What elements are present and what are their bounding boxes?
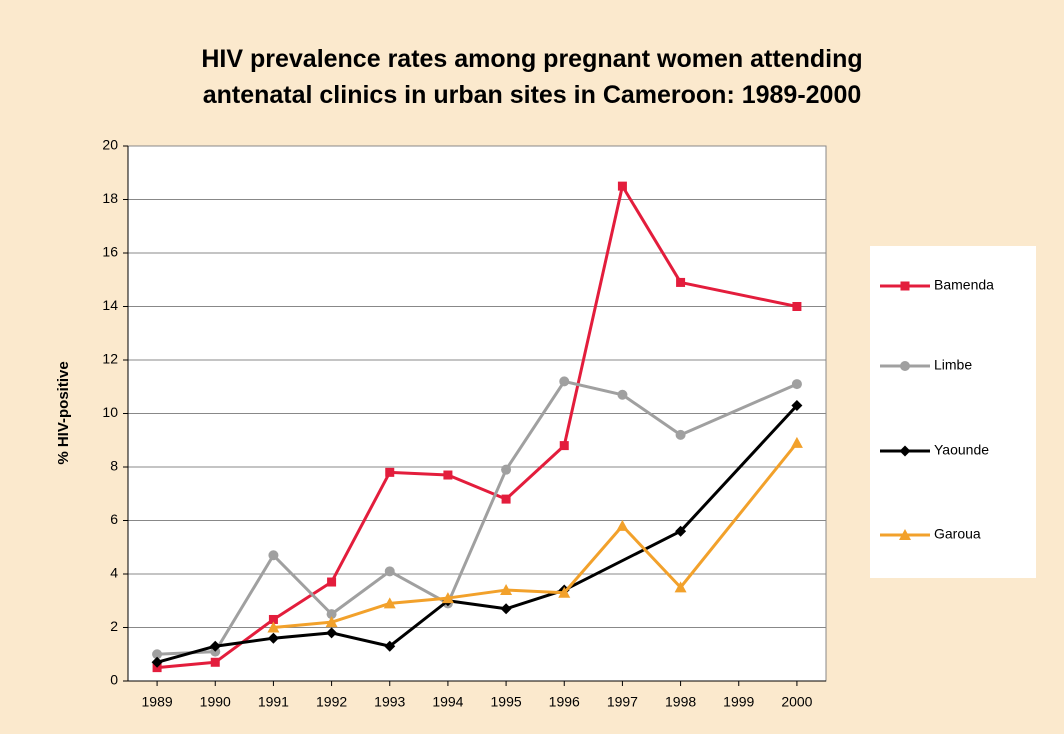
marker — [152, 649, 163, 660]
y-tick-label: 0 — [110, 672, 118, 688]
marker — [441, 592, 454, 604]
marker — [326, 609, 337, 620]
y-tick-label: 4 — [110, 565, 118, 581]
marker — [385, 467, 395, 477]
y-tick-label: 16 — [102, 244, 118, 260]
y-tick-label: 6 — [110, 511, 118, 527]
marker — [267, 632, 279, 644]
marker — [327, 577, 337, 587]
marker — [616, 519, 629, 531]
marker — [325, 616, 338, 628]
x-tick-label: 1997 — [607, 694, 638, 710]
x-tick-label: 1992 — [316, 694, 347, 710]
x-tick-label: 1990 — [200, 694, 231, 710]
series-line — [156, 404, 799, 664]
y-axis-label: % HIV-positive — [55, 361, 72, 464]
legend-marker — [899, 445, 911, 457]
x-tick-label: 1999 — [723, 694, 754, 710]
chart-title: HIV prevalence rates among pregnant wome… — [201, 45, 862, 109]
y-tick-label: 10 — [102, 404, 118, 420]
marker — [384, 640, 396, 652]
x-tick-label: 1989 — [142, 694, 173, 710]
marker — [151, 656, 163, 668]
marker — [383, 597, 396, 609]
y-tick-label: 12 — [102, 351, 118, 367]
legend-label: Garoua — [934, 526, 981, 542]
marker — [268, 614, 278, 624]
marker — [559, 441, 569, 451]
legend-box — [870, 246, 1036, 578]
legend-label: Yaounde — [934, 442, 989, 458]
y-tick-label: 8 — [110, 458, 118, 474]
marker — [500, 584, 513, 596]
marker — [501, 494, 511, 504]
y-tick-label: 2 — [110, 618, 118, 634]
x-tick-label: 1993 — [374, 694, 405, 710]
marker — [559, 376, 570, 387]
x-tick-label: 1994 — [432, 694, 463, 710]
marker — [617, 181, 627, 191]
legend-label: Bamenda — [934, 277, 994, 293]
x-tick-label: 1998 — [665, 694, 696, 710]
legend-label: Limbe — [934, 357, 972, 373]
y-tick-label: 20 — [102, 137, 118, 153]
marker — [384, 566, 395, 577]
y-tick-label: 18 — [102, 190, 118, 206]
marker — [209, 640, 221, 652]
marker — [791, 379, 802, 390]
marker — [326, 627, 338, 639]
marker — [675, 429, 686, 440]
marker — [792, 302, 802, 311]
marker — [268, 550, 279, 561]
x-tick-label: 1996 — [549, 694, 580, 710]
marker — [790, 436, 803, 448]
marker — [267, 621, 280, 633]
marker — [500, 603, 512, 615]
legend-marker — [899, 529, 911, 540]
marker — [674, 581, 687, 593]
legend-marker — [900, 281, 910, 291]
x-tick-label: 2000 — [781, 694, 812, 710]
x-tick-label: 1991 — [258, 694, 289, 710]
marker — [558, 586, 571, 598]
marker — [210, 657, 220, 667]
marker — [501, 464, 512, 475]
x-tick-label: 1995 — [491, 694, 522, 710]
marker — [676, 277, 686, 287]
marker — [617, 389, 628, 400]
marker — [675, 525, 687, 537]
marker — [443, 470, 453, 480]
marker — [791, 399, 803, 411]
y-tick-label: 14 — [102, 297, 118, 313]
legend-marker — [900, 361, 910, 371]
